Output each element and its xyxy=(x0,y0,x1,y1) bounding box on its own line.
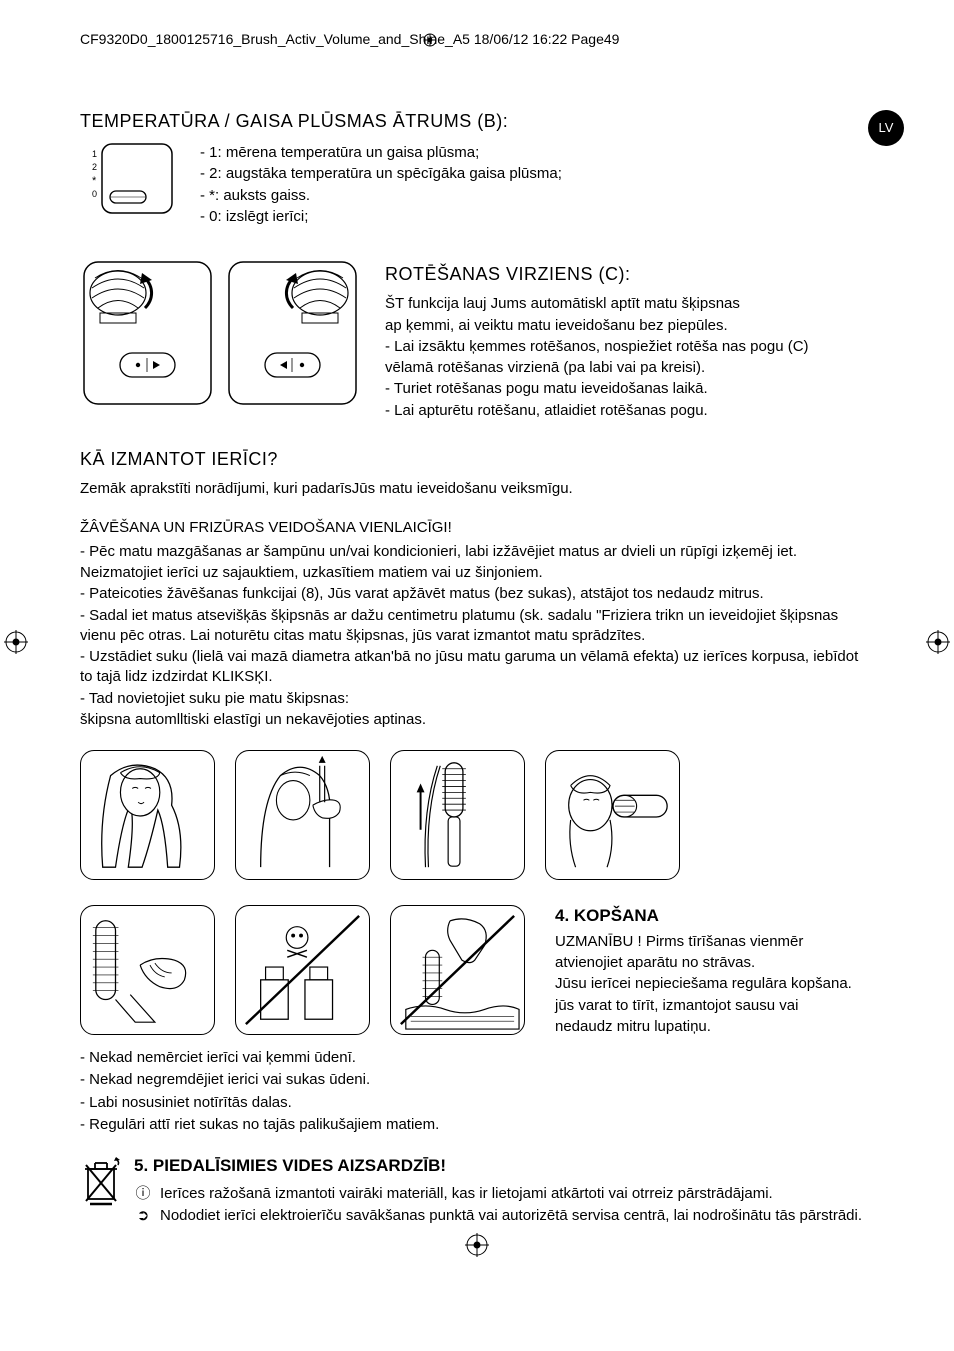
maint-line-5: nedaudz mitru lupatiņu. xyxy=(555,1017,874,1037)
environment-section: 5. PIEDALĪSIMIES VIDES AIZSARDZĪB! ⓘ Ier… xyxy=(80,1155,874,1228)
usage-body: - Pēc matu mazgāšanas ar šampūnu un/vai … xyxy=(80,542,874,730)
figure-sectioning-hair xyxy=(235,750,370,880)
figure-brush-strand xyxy=(390,750,525,880)
usage-intro: Zemāk aprakstīti norādījumi, kuri padarī… xyxy=(80,479,874,499)
register-mark-right xyxy=(924,628,952,656)
figure-no-immerse xyxy=(390,905,525,1035)
rotation-text: ROTĒŠANAS VIRZIENS (C): ŠT funkcija lauj… xyxy=(385,258,874,422)
register-mark-bottom xyxy=(463,1231,491,1259)
maint-line-1: UZMANĪBU ! Pirms tīrīšanas vienmēr xyxy=(555,932,874,952)
maintenance-block: 4. KOPŠANA UZMANĪBU ! Pirms tīrīšanas vi… xyxy=(545,905,874,1038)
rot-line-5: - Turiet rotēšanas pogu matu ieveidošana… xyxy=(385,379,874,399)
environment-text: 5. PIEDALĪSIMIES VIDES AIZSARDZĪB! ⓘ Ier… xyxy=(134,1155,862,1228)
care-item-3: - Labi nosusiniet notīrītās dalas. xyxy=(80,1093,874,1113)
usage-body-3: - Pateicoties žāvēšanas funkcijai (8), J… xyxy=(80,584,874,604)
care-item-4: - Regulāri attī riet sukas no tajās pali… xyxy=(80,1115,874,1135)
print-header-text: CF9320D0_1800125716_Brush_Activ_Volume_a… xyxy=(80,31,619,47)
env-line-1: Ierīces ražošanā izmantoti vairāki mater… xyxy=(160,1184,773,1204)
figure-woman-hair-1 xyxy=(80,750,215,880)
usage-body-7: škipsna automlltiski elastīgi un nekavēj… xyxy=(80,710,874,730)
switch-label-2: 2 xyxy=(92,162,97,172)
maint-line-4: jūs varat to tīrīt, izmantojot sausu vai xyxy=(555,996,874,1016)
care-item-1: - Nekad nemērciet ierīci vai ķemmi ūdenī… xyxy=(80,1048,874,1068)
figure-styling-result xyxy=(545,750,680,880)
figure-warning-no-water xyxy=(235,905,370,1035)
maint-line-3: Jūsu ierīcei nepieciešama regulāra kopša… xyxy=(555,974,874,994)
usage-body-1: - Pēc matu mazgāšanas ar šampūnu un/vai … xyxy=(80,542,874,562)
recycle-bin-icon xyxy=(80,1157,122,1207)
temp-item-4: - 0: izslēgt ierīci; xyxy=(200,207,562,227)
temperature-title: TEMPERATŪRA / GAISA PLŪSMAS ĀTRUMS (B): xyxy=(80,109,874,133)
temp-item-3: - *: auksts gaiss. xyxy=(200,186,562,206)
figure-row-2: 4. KOPŠANA UZMANĪBU ! Pirms tīrīšanas vi… xyxy=(80,905,874,1038)
rotation-figure-left xyxy=(80,258,215,408)
maint-line-2: atvienojiet aparātu no strāvas. xyxy=(555,953,874,973)
maintenance-title: 4. KOPŠANA xyxy=(555,905,874,928)
register-mark-left xyxy=(2,628,30,656)
care-list: - Nekad nemērciet ierīci vai ķemmi ūdenī… xyxy=(80,1048,874,1135)
temperature-section: 1 2 * 0 - 1: mērena temperatūra un gaisa… xyxy=(80,141,874,228)
usage-body-5: - Uzstādiet suku (lielā vai mazā diametr… xyxy=(80,647,874,688)
usage-title: KĀ IZMANTOT IERĪCI? xyxy=(80,447,874,471)
rotation-figures xyxy=(80,258,360,422)
usage-body-6: - Tad novietojiet suku pie matu škipsnas… xyxy=(80,689,874,709)
language-badge-text: LV xyxy=(879,119,894,137)
rotation-section: ROTĒŠANAS VIRZIENS (C): ŠT funkcija lauj… xyxy=(80,258,874,422)
switch-label-1: 1 xyxy=(92,149,97,159)
figure-row-1 xyxy=(80,750,874,880)
figure-cleaning-brush xyxy=(80,905,215,1035)
environment-title: 5. PIEDALĪSIMIES VIDES AIZSARDZĪB! xyxy=(134,1155,862,1178)
print-header: CF9320D0_1800125716_Brush_Activ_Volume_a… xyxy=(80,30,874,49)
rot-line-3: - Lai izsāktu ķemmes rotēšanos, nospieži… xyxy=(385,337,874,357)
language-badge: LV xyxy=(868,110,904,146)
usage-body-4: - Sadal iet matus atsevišķās šķipsnās ar… xyxy=(80,606,874,647)
rotation-figure-right xyxy=(225,258,360,408)
switch-label-star: * xyxy=(92,175,97,187)
switch-label-0: 0 xyxy=(92,189,97,199)
usage-subheading: ŽÂVĒŠANA UN FRIZŪRAS VEIDOŠANA VIENLAICĪ… xyxy=(80,518,874,538)
env-line-2: Nododiet ierīci elektroierīču savākšanas… xyxy=(160,1206,862,1226)
usage-body-2: Neizmatojiet ierīci uz sajauktiem, uzkas… xyxy=(80,563,874,583)
care-item-2: - Nekad negremdējiet ierici vai sukas ūd… xyxy=(80,1070,874,1090)
switch-figure: 1 2 * 0 xyxy=(80,141,175,216)
temperature-list: - 1: mērena temperatūra un gaisa plūsma;… xyxy=(200,141,562,228)
register-mark-inline xyxy=(423,33,437,47)
arrow-icon: ➲ xyxy=(134,1206,152,1226)
info-icon: ⓘ xyxy=(134,1184,152,1204)
rot-line-4: vēlamā rotēšanas virzienā (pa labi vai p… xyxy=(385,358,874,378)
rot-line-6: - Lai apturētu rotēšanu, atlaidiet rotēš… xyxy=(385,401,874,421)
rotation-title: ROTĒŠANAS VIRZIENS (C): xyxy=(385,262,874,286)
rot-line-2: ap ķemmi, ai veiktu matu ieveidošanu bez… xyxy=(385,316,874,336)
temp-item-1: - 1: mērena temperatūra un gaisa plūsma; xyxy=(200,143,562,163)
temp-item-2: - 2: augstāka temperatūra un spēcīgāka g… xyxy=(200,164,562,184)
rot-line-1: ŠT funkcija lauj Jums automātiskl aptīt … xyxy=(385,294,874,314)
